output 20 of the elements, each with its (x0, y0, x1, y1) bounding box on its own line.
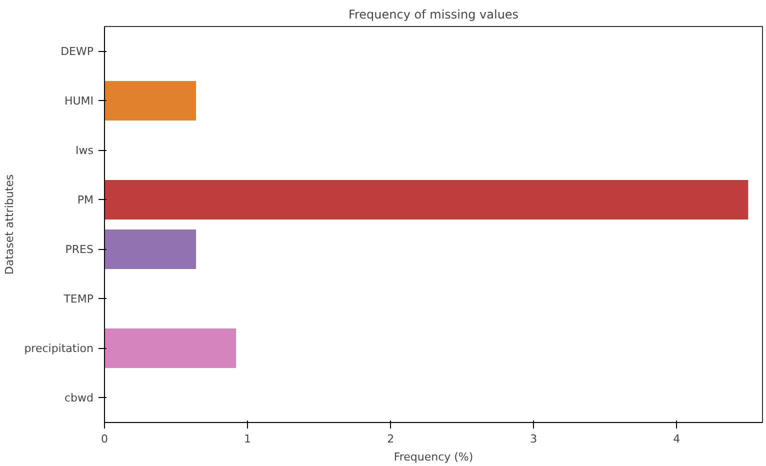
bar (104, 328, 236, 368)
y-tick-label: DEWP (60, 44, 94, 58)
x-tick-label: 4 (673, 432, 680, 446)
y-tick-label: precipitation (24, 342, 94, 355)
y-tick-label: Iws (76, 144, 94, 157)
y-tick-label: cbwd (64, 391, 94, 404)
bar (104, 80, 196, 121)
bar (104, 180, 748, 220)
x-tick-label: 1 (244, 432, 252, 446)
x-tick-label: 0 (101, 432, 108, 446)
y-axis-title: Dataset attributes (3, 174, 16, 275)
bar (104, 229, 196, 270)
chart-title: Frequency of missing values (348, 8, 519, 22)
y-tick-label: PRES (65, 242, 94, 256)
x-axis-title: Frequency (%) (394, 450, 474, 464)
y-tick-label: TEMP (62, 292, 94, 306)
y-tick-label: PM (77, 193, 94, 206)
x-tick-label: 3 (530, 432, 538, 446)
y-tick-label: HUMI (64, 94, 94, 108)
x-tick-label: 2 (387, 432, 394, 446)
